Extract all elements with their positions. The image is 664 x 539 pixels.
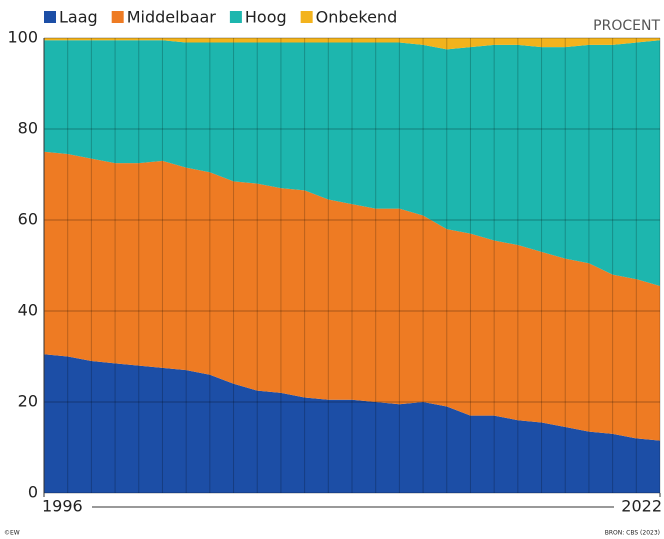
legend-swatch <box>111 11 124 23</box>
x-tick-label: 1996 <box>42 497 83 516</box>
legend-label: Onbekend <box>316 8 398 27</box>
legend-label: Hoog <box>245 8 287 27</box>
y-tick-label: 20 <box>18 392 38 411</box>
source: BRON: CBS (2023) <box>605 530 660 537</box>
y-tick-label: 80 <box>18 119 38 138</box>
y-tick-label: 0 <box>28 483 38 502</box>
area <box>44 354 660 493</box>
unit-label: PROCENT <box>593 18 660 34</box>
y-tick-label: 60 <box>18 210 38 229</box>
x-tick-label: 2022 <box>621 497 662 516</box>
legend-swatch <box>229 11 242 23</box>
legend-label: Laag <box>59 8 98 27</box>
legend-swatch <box>300 11 313 23</box>
area <box>44 40 660 286</box>
credit: ©EW <box>4 530 20 537</box>
legend-label: Middelbaar <box>127 8 217 27</box>
legend-swatch <box>44 11 56 23</box>
area <box>44 38 660 50</box>
y-tick-label: 100 <box>7 28 38 47</box>
area <box>44 151 660 441</box>
y-tick-label: 40 <box>18 301 38 320</box>
